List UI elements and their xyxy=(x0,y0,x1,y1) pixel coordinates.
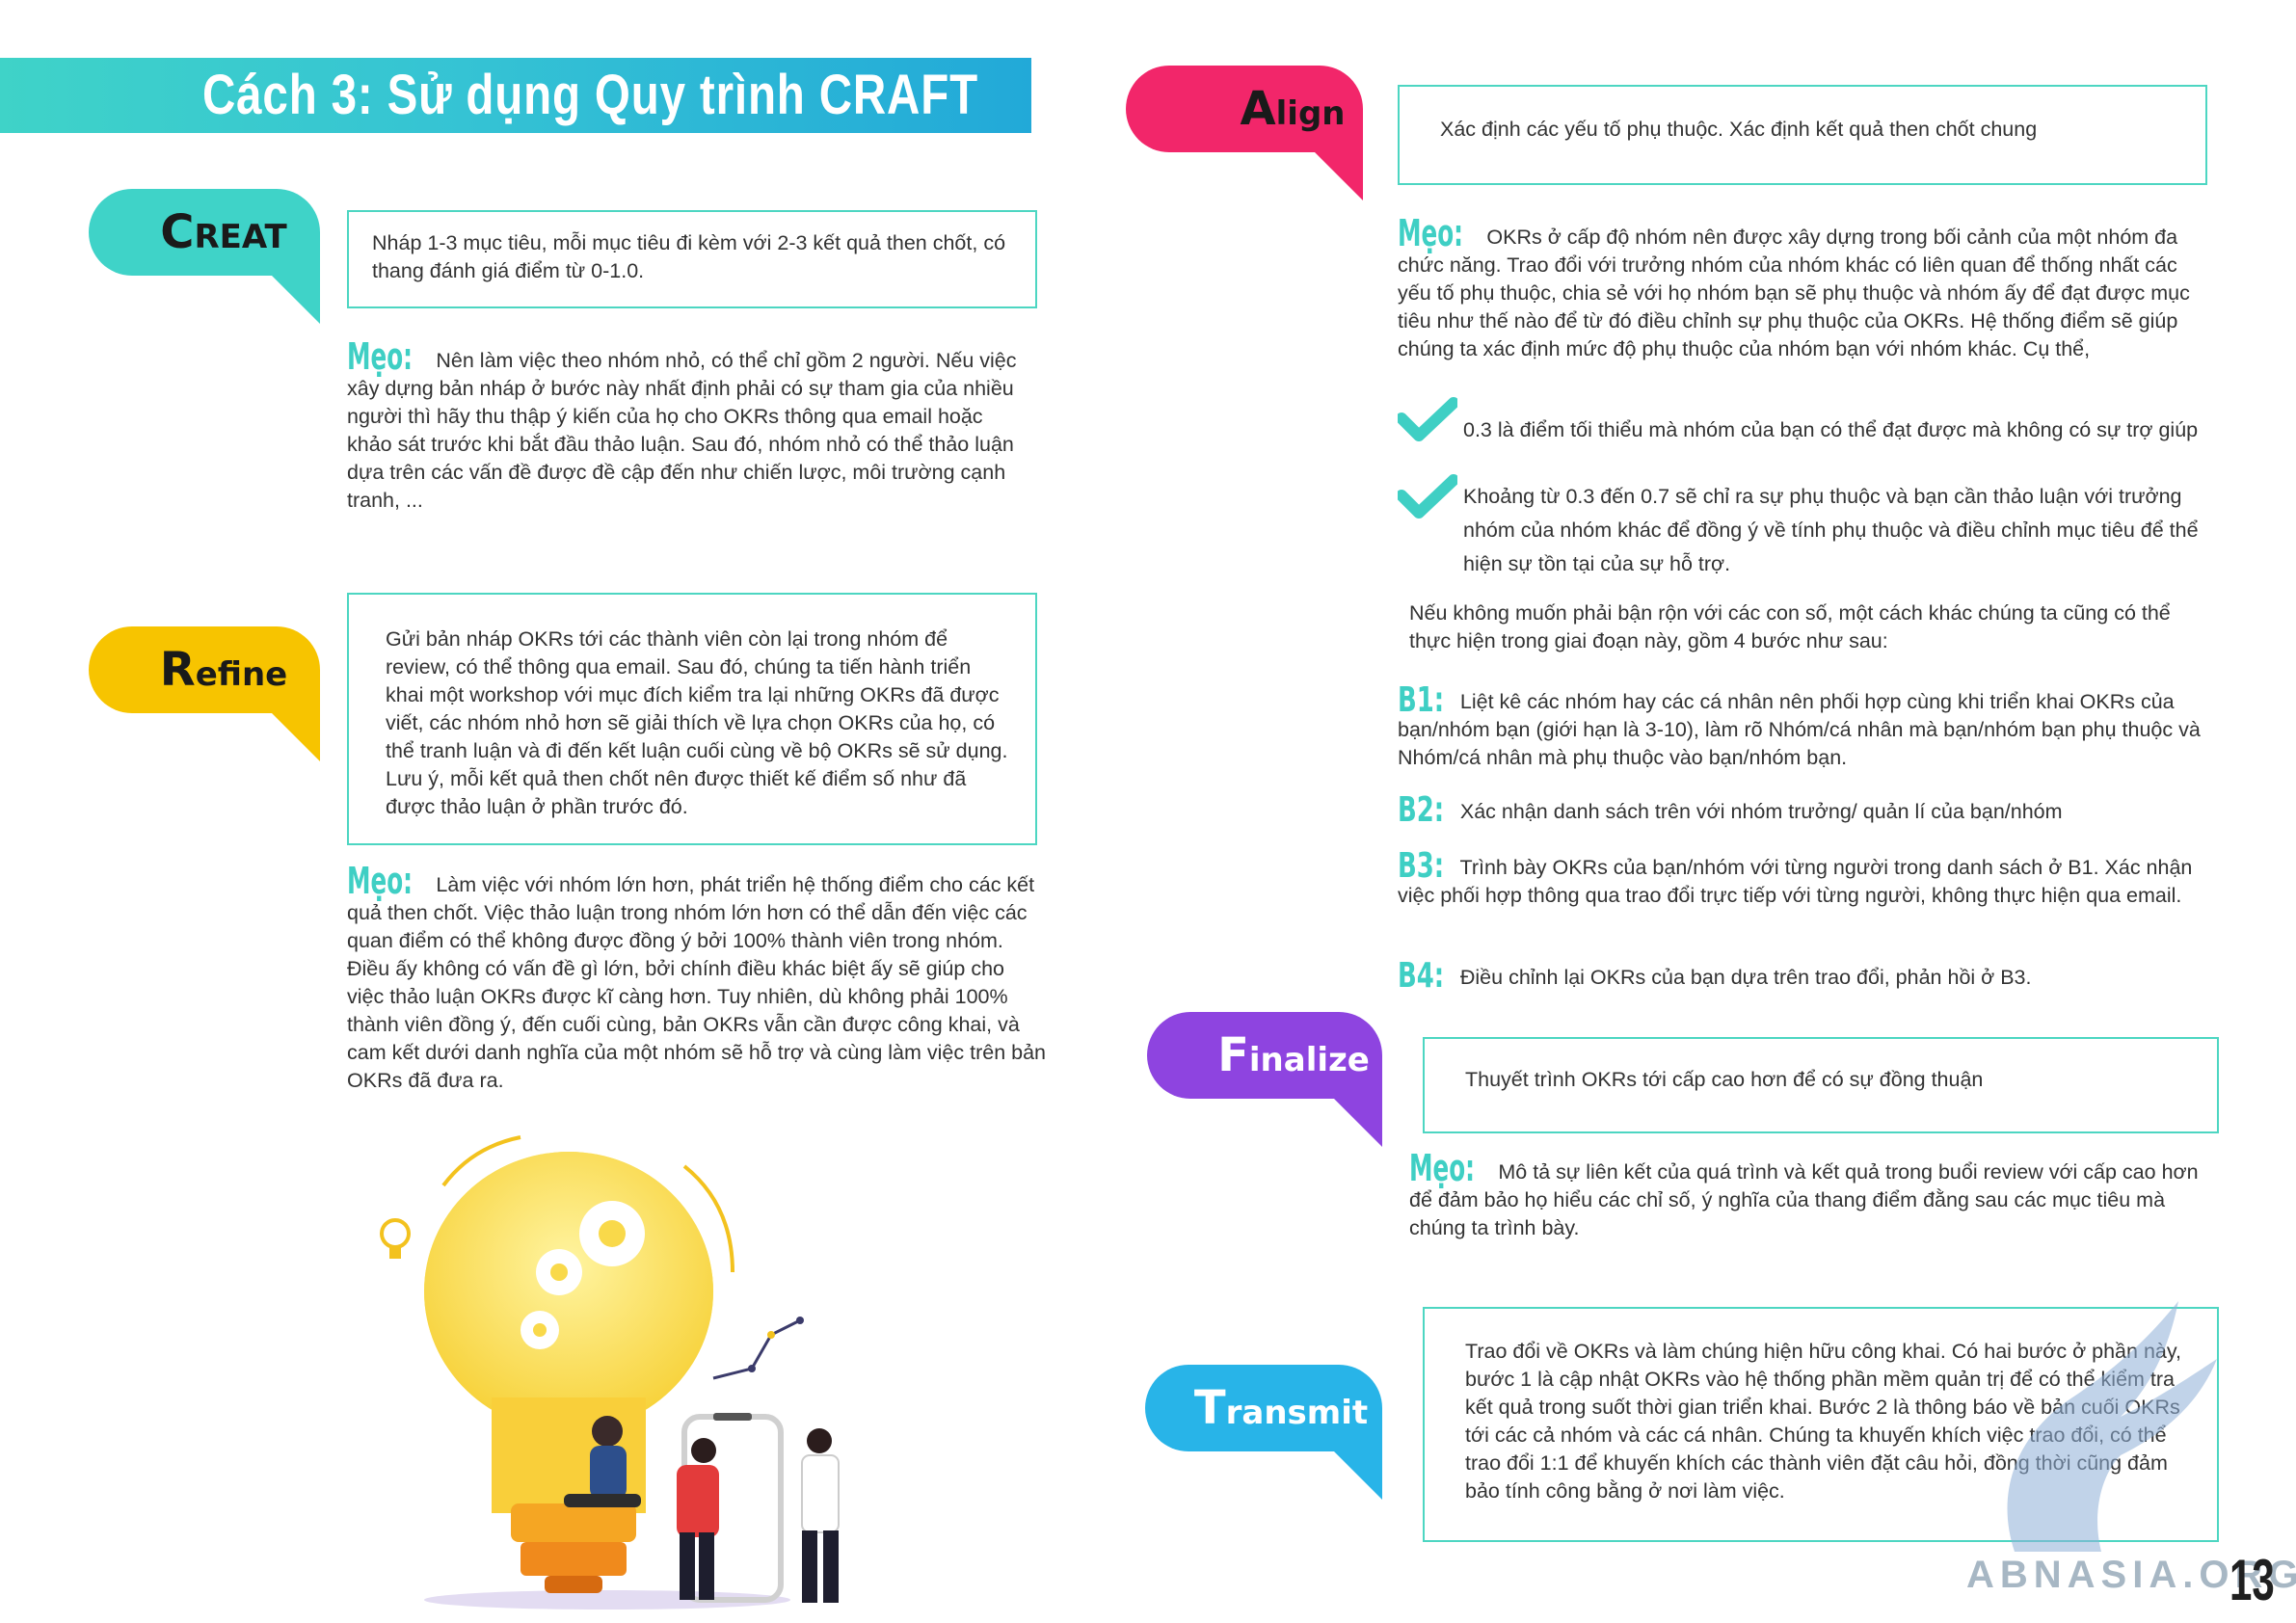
create-label: CREAT xyxy=(121,205,287,259)
create-bubble: CREAT xyxy=(89,189,320,324)
align-step-3: B3: Trình bày OKRs của bạn/nhóm với từng… xyxy=(1398,846,2205,910)
check-icon xyxy=(1398,397,1457,441)
step-text: Trình bày OKRs của bạn/nhóm với từng ngư… xyxy=(1398,856,2193,907)
create-tip: Mẹo: Nên làm việc theo nhóm nhỏ, có thể … xyxy=(347,335,1031,515)
step-label: B1: xyxy=(1398,680,1445,720)
align-bubble: Align xyxy=(1126,66,1363,200)
finalize-box-text: Thuyết trình OKRs tới cấp cao hơn để có … xyxy=(1465,1068,1984,1091)
watermark-logo-icon xyxy=(2007,1301,2217,1552)
step-label: B4: xyxy=(1398,956,1445,996)
align-step-4: B4: Điều chỉnh lại OKRs của bạn dựa trên… xyxy=(1398,956,2205,996)
align-intro: Nếu không muốn phải bận rộn với các con … xyxy=(1409,601,2171,652)
step-text: Xác nhận danh sách trên với nhóm trưởng/… xyxy=(1459,800,2063,823)
refine-bubble-tail xyxy=(272,713,320,761)
finalize-initial: F xyxy=(1217,1028,1249,1082)
create-rest: REAT xyxy=(194,218,287,256)
align-box: Xác định các yếu tố phụ thuộc. Xác định … xyxy=(1398,85,2207,185)
finalize-rest: inalize xyxy=(1248,1041,1370,1079)
create-initial: C xyxy=(160,205,195,259)
step-text: Điều chỉnh lại OKRs của bạn dựa trên tra… xyxy=(1459,966,2032,989)
align-step-1: B1: Liệt kê các nhóm hay các cá nhân nên… xyxy=(1398,680,2205,772)
watermark-text: ABNASIA.ORG xyxy=(1966,1554,2296,1596)
step-label: B2: xyxy=(1398,790,1445,830)
align-initial: A xyxy=(1240,82,1276,136)
refine-box: Gửi bản nháp OKRs tới các thành viên còn… xyxy=(347,593,1037,845)
refine-rest: efine xyxy=(195,655,288,694)
align-label: Align xyxy=(1143,82,1345,136)
title-banner xyxy=(0,58,1031,133)
align-bubble-tail xyxy=(1315,152,1363,200)
transmit-label: Transmit xyxy=(1160,1381,1368,1435)
align-tip-text: OKRs ở cấp độ nhóm nên được xây dựng tro… xyxy=(1398,226,2190,360)
finalize-tip: Mẹo: Mô tả sự liên kết của quá trình và … xyxy=(1409,1147,2215,1242)
finalize-box: Thuyết trình OKRs tới cấp cao hơn để có … xyxy=(1423,1037,2219,1133)
transmit-initial: T xyxy=(1193,1381,1226,1435)
page-number: 13 xyxy=(2229,1548,2275,1612)
finalize-bubble: Finalize xyxy=(1147,1012,1382,1147)
create-bubble-tail xyxy=(272,276,320,324)
align-tip: Mẹo: OKRs ở cấp độ nhóm nên được xây dựn… xyxy=(1398,212,2205,363)
align-tip-word: Mẹo: xyxy=(1398,212,1463,254)
finalize-tip-text: Mô tả sự liên kết của quá trình và kết q… xyxy=(1409,1160,2199,1239)
step-text: Liệt kê các nhóm hay các cá nhân nên phố… xyxy=(1398,690,2201,769)
align-check-2: Khoảng từ 0.3 đến 0.7 sẽ chỉ ra sự phụ t… xyxy=(1463,485,2199,575)
refine-label: Refine xyxy=(121,643,288,697)
refine-tip-text: Làm việc với nhóm lớn hơn, phát triển hệ… xyxy=(347,873,1046,1092)
align-rest: lign xyxy=(1275,94,1346,133)
align-step-2: B2: Xác nhận danh sách trên với nhóm trư… xyxy=(1398,790,2205,830)
create-box-text: Nháp 1-3 mục tiêu, mỗi mục tiêu đi kèm v… xyxy=(372,231,1006,282)
refine-box-text: Gửi bản nháp OKRs tới các thành viên còn… xyxy=(386,627,1008,818)
transmit-bubble: Transmit xyxy=(1145,1365,1382,1500)
transmit-bubble-tail xyxy=(1334,1451,1382,1500)
create-box: Nháp 1-3 mục tiêu, mỗi mục tiêu đi kèm v… xyxy=(347,210,1037,308)
finalize-label: Finalize xyxy=(1160,1028,1370,1082)
finalize-tip-word: Mẹo: xyxy=(1409,1147,1475,1189)
refine-bubble: Refine xyxy=(89,626,320,761)
create-tip-word: Mẹo: xyxy=(347,335,413,378)
align-check-1: 0.3 là điểm tối thiểu mà nhóm của bạn có… xyxy=(1463,418,2199,441)
align-box-text: Xác định các yếu tố phụ thuộc. Xác định … xyxy=(1440,118,2038,141)
transmit-rest: ransmit xyxy=(1225,1394,1369,1432)
page-title: Cách 3: Sử dụng Quy trình CRAFT xyxy=(202,64,978,126)
create-tip-text: Nên làm việc theo nhóm nhỏ, có thể chỉ g… xyxy=(347,349,1017,512)
step-label: B3: xyxy=(1398,846,1445,886)
finalize-bubble-tail xyxy=(1334,1099,1382,1147)
check-icon xyxy=(1398,474,1457,519)
refine-tip-word: Mẹo: xyxy=(347,860,413,902)
lightbulb-illustration xyxy=(380,1135,840,1610)
refine-tip: Mẹo: Làm việc với nhóm lớn hơn, phát tri… xyxy=(347,860,1047,1095)
refine-initial: R xyxy=(159,643,196,697)
